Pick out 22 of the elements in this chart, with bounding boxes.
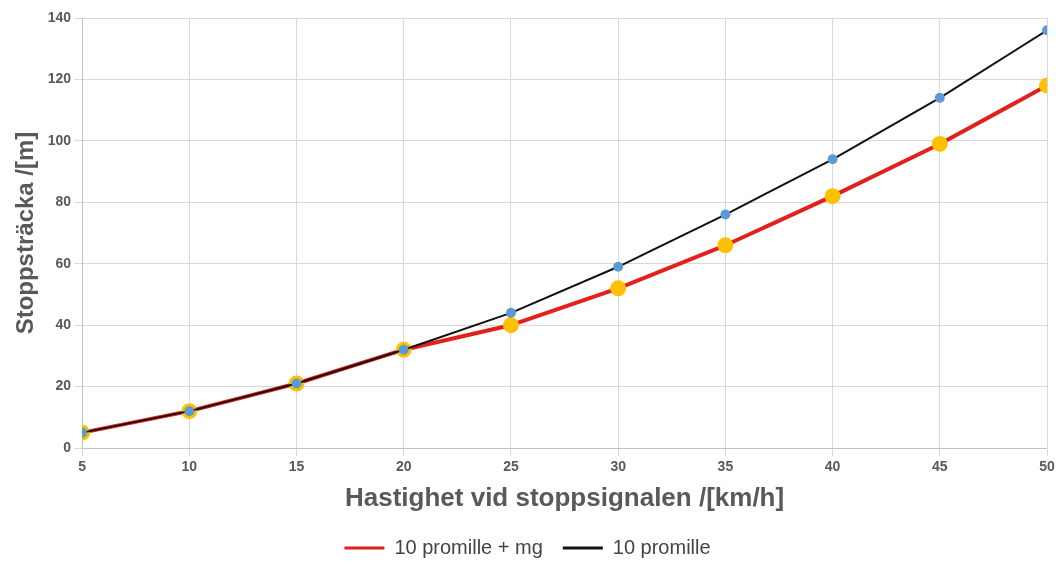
legend-label: 10 promille + mg [394,535,543,558]
y-tick-label: 120 [47,70,72,87]
x-tick-label: 15 [288,458,305,475]
x-tick-label: 10 [181,458,198,475]
y-tick-label: 140 [47,8,72,25]
y-tick-label: 60 [55,254,72,271]
y-tick-label: 20 [55,377,72,394]
y-axis-title: Stoppsträcka /[m] [11,131,39,335]
x-axis-title: Hastighet vid stoppsignalen /[km/h] [345,481,785,512]
x-tick-label: 45 [932,458,948,475]
y-tick-label: 40 [55,316,72,332]
y-tick-label: 100 [47,131,72,148]
y-tick-label: 0 [63,438,72,455]
x-tick-label: 20 [395,458,412,475]
x-tick-label: 30 [610,458,627,475]
x-tick-label: 35 [717,458,734,475]
x-tick-label: 5 [78,458,87,475]
x-tick-label: 25 [503,458,519,475]
x-tick-label: 40 [824,458,841,475]
legend-label: 10 promille [612,535,711,558]
y-tick-label: 80 [55,193,72,210]
x-tick-label: 50 [1039,458,1055,475]
